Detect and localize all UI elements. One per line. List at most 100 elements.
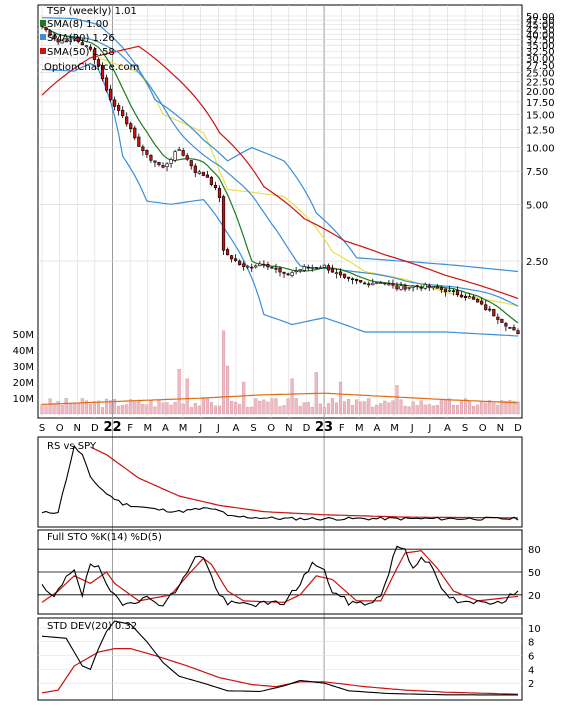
candle-body xyxy=(197,171,201,174)
candle-body xyxy=(209,177,214,185)
volume-sma-line xyxy=(41,392,519,405)
price-legend: TSP (weekly) 1.01 SMA(8) 1.00 SMA(20) 1.… xyxy=(40,6,139,73)
volume-bar xyxy=(76,402,80,415)
candle-body xyxy=(72,37,76,40)
candle-body xyxy=(64,40,68,43)
x-tick-label: A xyxy=(233,423,240,434)
volume-bar xyxy=(375,404,379,415)
candle-body xyxy=(181,150,185,156)
volume-bar xyxy=(165,402,169,415)
candle-body xyxy=(355,278,359,282)
candle-body xyxy=(225,249,230,256)
candle-body xyxy=(383,282,387,285)
rs-black-line xyxy=(41,444,519,521)
candle-body xyxy=(439,287,443,290)
volume-bar xyxy=(250,406,254,415)
volume-bar xyxy=(141,404,145,415)
std-dev-y-tick-label: 4 xyxy=(528,665,534,676)
volume-bar xyxy=(92,401,96,415)
volume-bar xyxy=(149,400,153,415)
candle-body xyxy=(318,267,322,269)
candle-body xyxy=(250,266,254,269)
volume-bar xyxy=(480,401,484,415)
sma50-legend-swatch xyxy=(40,48,46,54)
candle-body xyxy=(100,65,105,80)
x-tick-label: J xyxy=(216,423,220,434)
candle-body xyxy=(229,255,234,260)
x-tick-label: M xyxy=(355,423,364,434)
volume-bar xyxy=(117,405,121,415)
stochastic-panel: 80 50 20 xyxy=(37,529,541,615)
x-tick-label: O xyxy=(56,423,64,434)
candle-body xyxy=(306,266,310,269)
candle-body xyxy=(488,308,492,311)
x-tick-label: J xyxy=(427,423,431,434)
candle-body xyxy=(351,278,355,281)
candle-body xyxy=(145,149,149,155)
price-y-tick-label: 10.00 xyxy=(526,144,555,155)
volume-bar xyxy=(504,400,508,415)
candle-body xyxy=(137,136,141,147)
candle-body xyxy=(379,282,383,284)
volume-bar xyxy=(516,401,520,415)
volume-y-tick-label: 20M xyxy=(13,378,34,389)
candle-body xyxy=(447,289,452,292)
candle-body xyxy=(88,46,93,50)
stochastic-y-tick-label: 80 xyxy=(528,545,541,556)
volume-bar xyxy=(310,406,314,415)
candle-body xyxy=(391,283,395,286)
volume-bar xyxy=(201,398,205,415)
stochastic-d-line xyxy=(41,550,519,604)
volume-bar xyxy=(451,405,456,415)
x-tick-label: J xyxy=(198,423,202,434)
volume-bar xyxy=(185,378,189,415)
volume-y-tick-label: 40M xyxy=(13,346,34,357)
volume-bar xyxy=(197,405,201,415)
candle-body xyxy=(262,263,266,266)
candle-body xyxy=(516,330,520,335)
volume-bar xyxy=(286,398,290,415)
candle-body xyxy=(480,300,484,305)
x-tick-label: O xyxy=(479,423,487,434)
candle-body xyxy=(431,286,435,289)
price-y-tick-label: 15.00 xyxy=(526,110,555,121)
legend-sma20: SMA(20) 1.26 xyxy=(47,33,115,44)
price-y-tick-label: 27.50 xyxy=(526,61,555,72)
legend-sma8: SMA(8) 1.00 xyxy=(47,19,108,30)
volume-bar xyxy=(472,406,476,415)
price-y-tick-label: 37.50 xyxy=(526,36,555,47)
sma20-line xyxy=(41,25,519,307)
volume-bar xyxy=(173,402,177,415)
volume-bar xyxy=(234,402,238,415)
candle-body xyxy=(492,308,496,317)
volume-bar xyxy=(318,403,322,415)
volume-bar xyxy=(459,400,464,415)
volume-bar xyxy=(84,400,88,415)
volume-bar xyxy=(512,400,516,415)
volume-bar xyxy=(387,402,391,415)
candle-body xyxy=(213,184,218,189)
candle-body xyxy=(246,265,250,268)
candle-body xyxy=(371,282,375,286)
volume-bar xyxy=(40,404,44,415)
x-tick-label: M xyxy=(179,423,188,434)
candle-body xyxy=(157,161,161,165)
candle-body xyxy=(193,165,197,173)
sma20-legend-swatch xyxy=(40,34,46,40)
std-dev-panel: 10 8 6 4 2 xyxy=(37,617,541,701)
envelope-line xyxy=(98,57,519,307)
std-dev-y-tick-label: 6 xyxy=(528,652,534,663)
candle-body xyxy=(459,294,464,298)
candle-body xyxy=(500,318,504,323)
rs-frame xyxy=(37,436,523,528)
price-y-tick-label: 22.50 xyxy=(526,77,555,88)
candle-body xyxy=(48,30,52,36)
volume-bar xyxy=(246,407,250,415)
std-dev-label: STD DEV(20) 0.32 xyxy=(47,621,137,632)
price-frame xyxy=(37,4,523,419)
candle-body xyxy=(282,271,286,274)
x-tick-label: M xyxy=(390,423,399,434)
volume-bar xyxy=(415,405,419,415)
legend-title: TSP (weekly) 1.01 xyxy=(46,6,137,17)
